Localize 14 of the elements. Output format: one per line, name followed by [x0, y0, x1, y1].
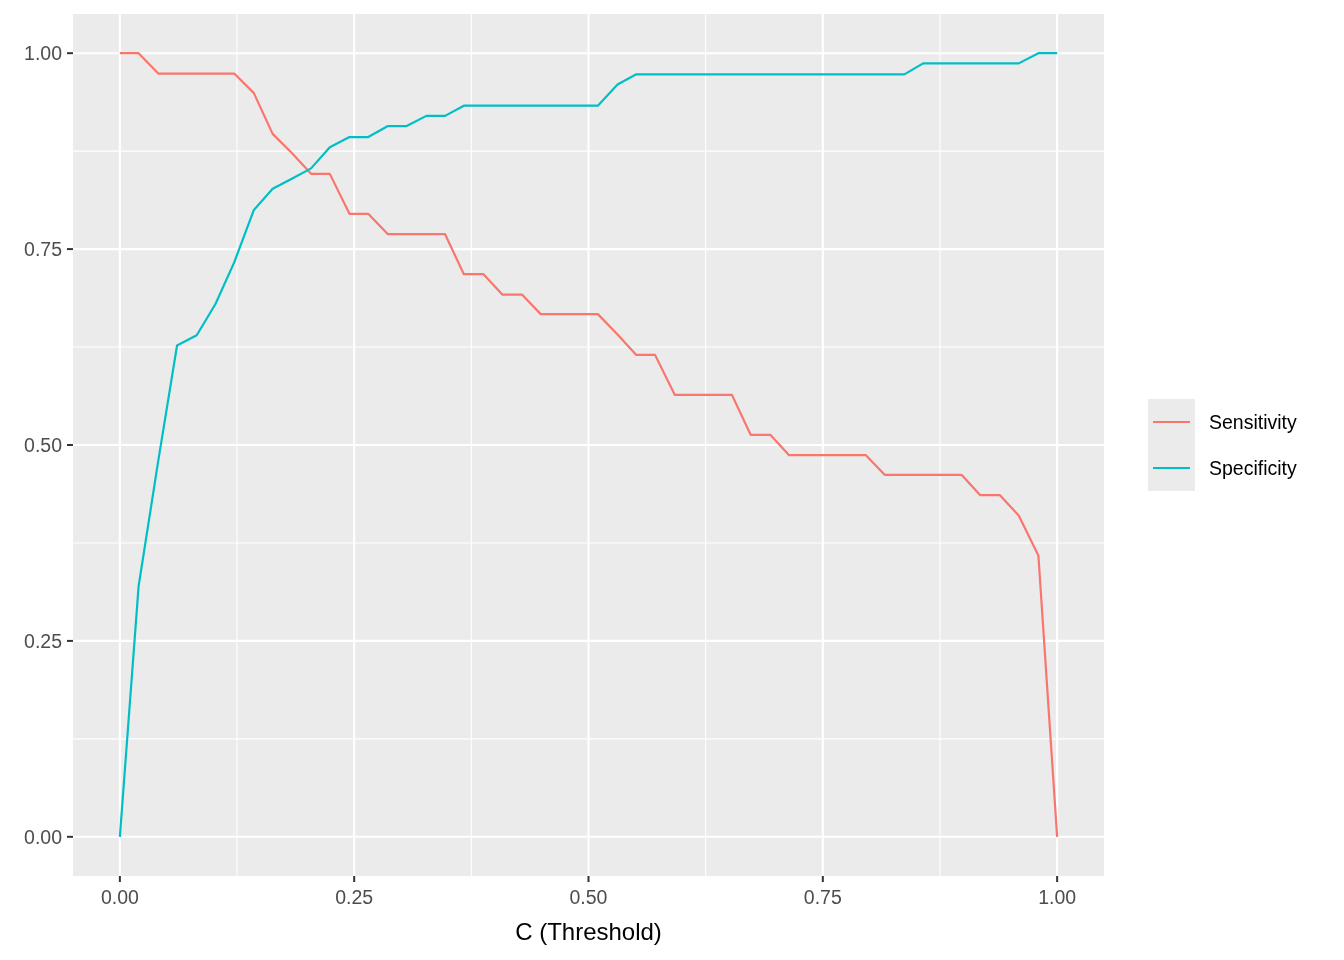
x-tick-label: 1.00 [1038, 886, 1077, 908]
y-tick-label: 0.50 [24, 433, 63, 456]
x-tick-label: 0.00 [100, 886, 139, 908]
x-tick-label: 0.25 [335, 886, 374, 908]
line-series [118, 52, 1059, 838]
y-tick-label: 0.25 [24, 629, 63, 652]
x-tick-label: 0.75 [803, 886, 842, 908]
legend-label: Sensitivity [1209, 410, 1298, 433]
x-axis-title: C (Threshold) [515, 918, 662, 945]
y-tick-label: 0.75 [24, 237, 63, 260]
y-tick-label: 1.00 [24, 42, 63, 65]
x-tick-label: 0.50 [569, 886, 608, 908]
legend-label: Specificity [1209, 456, 1298, 479]
y-tick-label: 0.00 [24, 825, 63, 848]
